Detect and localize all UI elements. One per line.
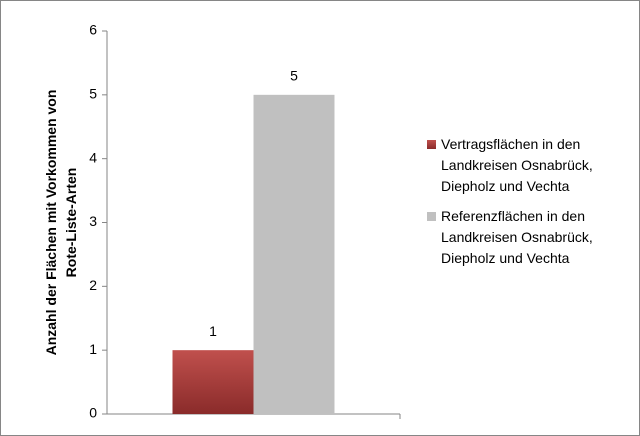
bar bbox=[253, 94, 335, 414]
y-tick-label: 3 bbox=[89, 213, 97, 229]
legend-label: Referenzflächen in den Landkreisen Osnabr… bbox=[441, 208, 593, 266]
legend-label: Vertragsflächen in den Landkreisen Osnabr… bbox=[441, 136, 593, 194]
y-tick-label: 4 bbox=[89, 149, 97, 165]
bar bbox=[172, 350, 254, 414]
y-tick-label: 5 bbox=[89, 86, 97, 102]
y-tick-label: 0 bbox=[89, 405, 97, 421]
legend-swatch bbox=[427, 212, 436, 221]
y-tick-label: 1 bbox=[89, 341, 97, 357]
y-tick-label: 6 bbox=[89, 22, 97, 38]
y-tick-label: 2 bbox=[89, 277, 97, 293]
data-label: 1 bbox=[209, 323, 217, 339]
data-label: 5 bbox=[290, 68, 298, 84]
y-axis-label: Anzahl der Flächen mit Vorkommen von Rote… bbox=[43, 90, 79, 356]
legend-swatch bbox=[427, 140, 436, 149]
